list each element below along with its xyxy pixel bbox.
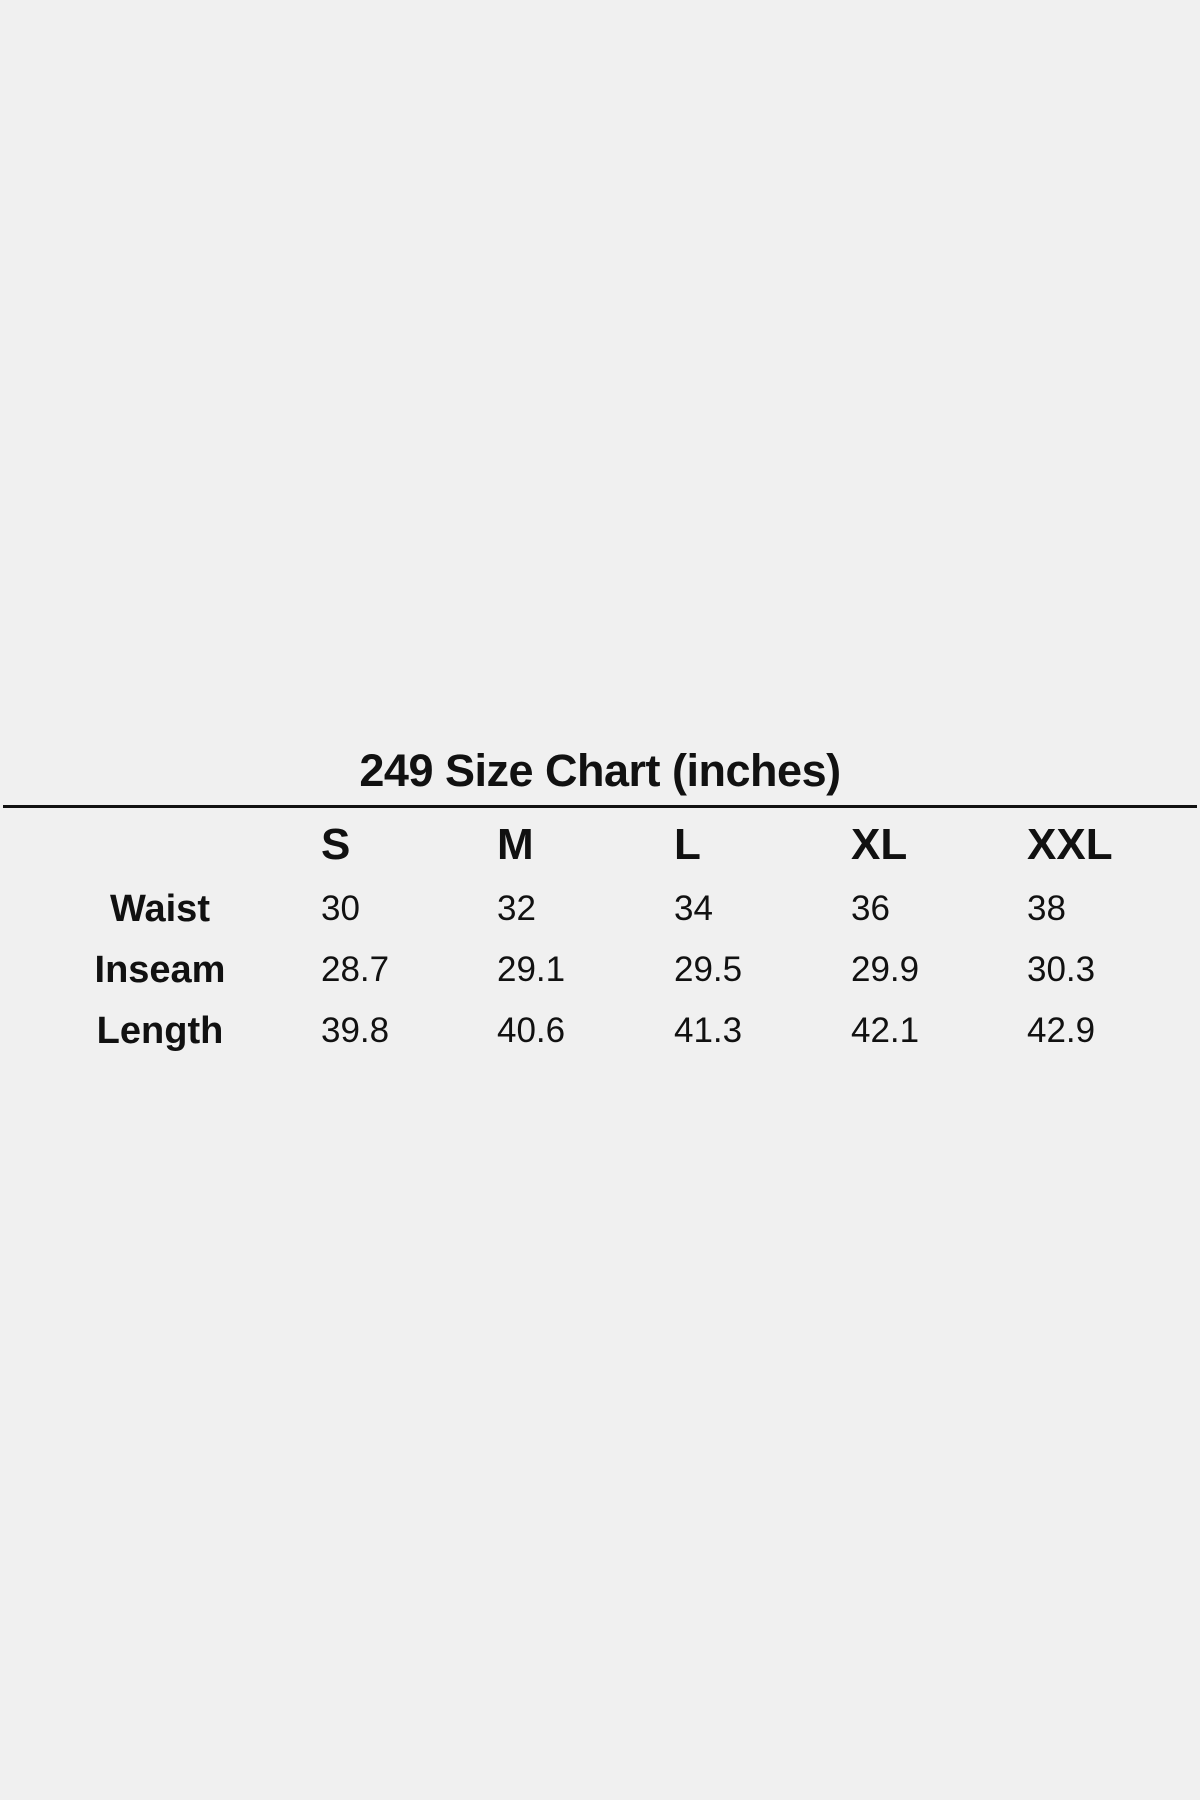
- table-cell: 32: [497, 889, 536, 928]
- table-cell: 38: [1027, 889, 1066, 928]
- table-cell: 36: [851, 889, 890, 928]
- table-cell: 28.7: [321, 950, 390, 989]
- table-cell: 34: [674, 889, 713, 928]
- row-label-length: Length: [96, 1010, 224, 1052]
- table-cell: 30.3: [1027, 950, 1096, 989]
- table-cell: 41.3: [674, 1011, 743, 1050]
- row-label-waist: Waist: [110, 888, 210, 930]
- column-header-xxl: XXL: [1027, 820, 1113, 869]
- column-header-l: L: [674, 820, 701, 869]
- table-cell: 40.6: [497, 1011, 566, 1050]
- table-cell: 42.1: [851, 1011, 920, 1050]
- table-cell: 29.1: [497, 950, 566, 989]
- table-cell: 39.8: [321, 1011, 390, 1050]
- table-cell: 29.9: [851, 950, 920, 989]
- table-cell: 30: [321, 889, 360, 928]
- table-cell: 29.5: [674, 950, 743, 989]
- column-header-m: M: [497, 820, 534, 869]
- column-header-xl: XL: [851, 820, 908, 869]
- title-divider: [3, 805, 1197, 808]
- column-header-s: S: [321, 820, 351, 869]
- row-label-inseam: Inseam: [94, 949, 226, 991]
- table-cell: 42.9: [1027, 1011, 1096, 1050]
- chart-title: 249 Size Chart (inches): [359, 745, 841, 796]
